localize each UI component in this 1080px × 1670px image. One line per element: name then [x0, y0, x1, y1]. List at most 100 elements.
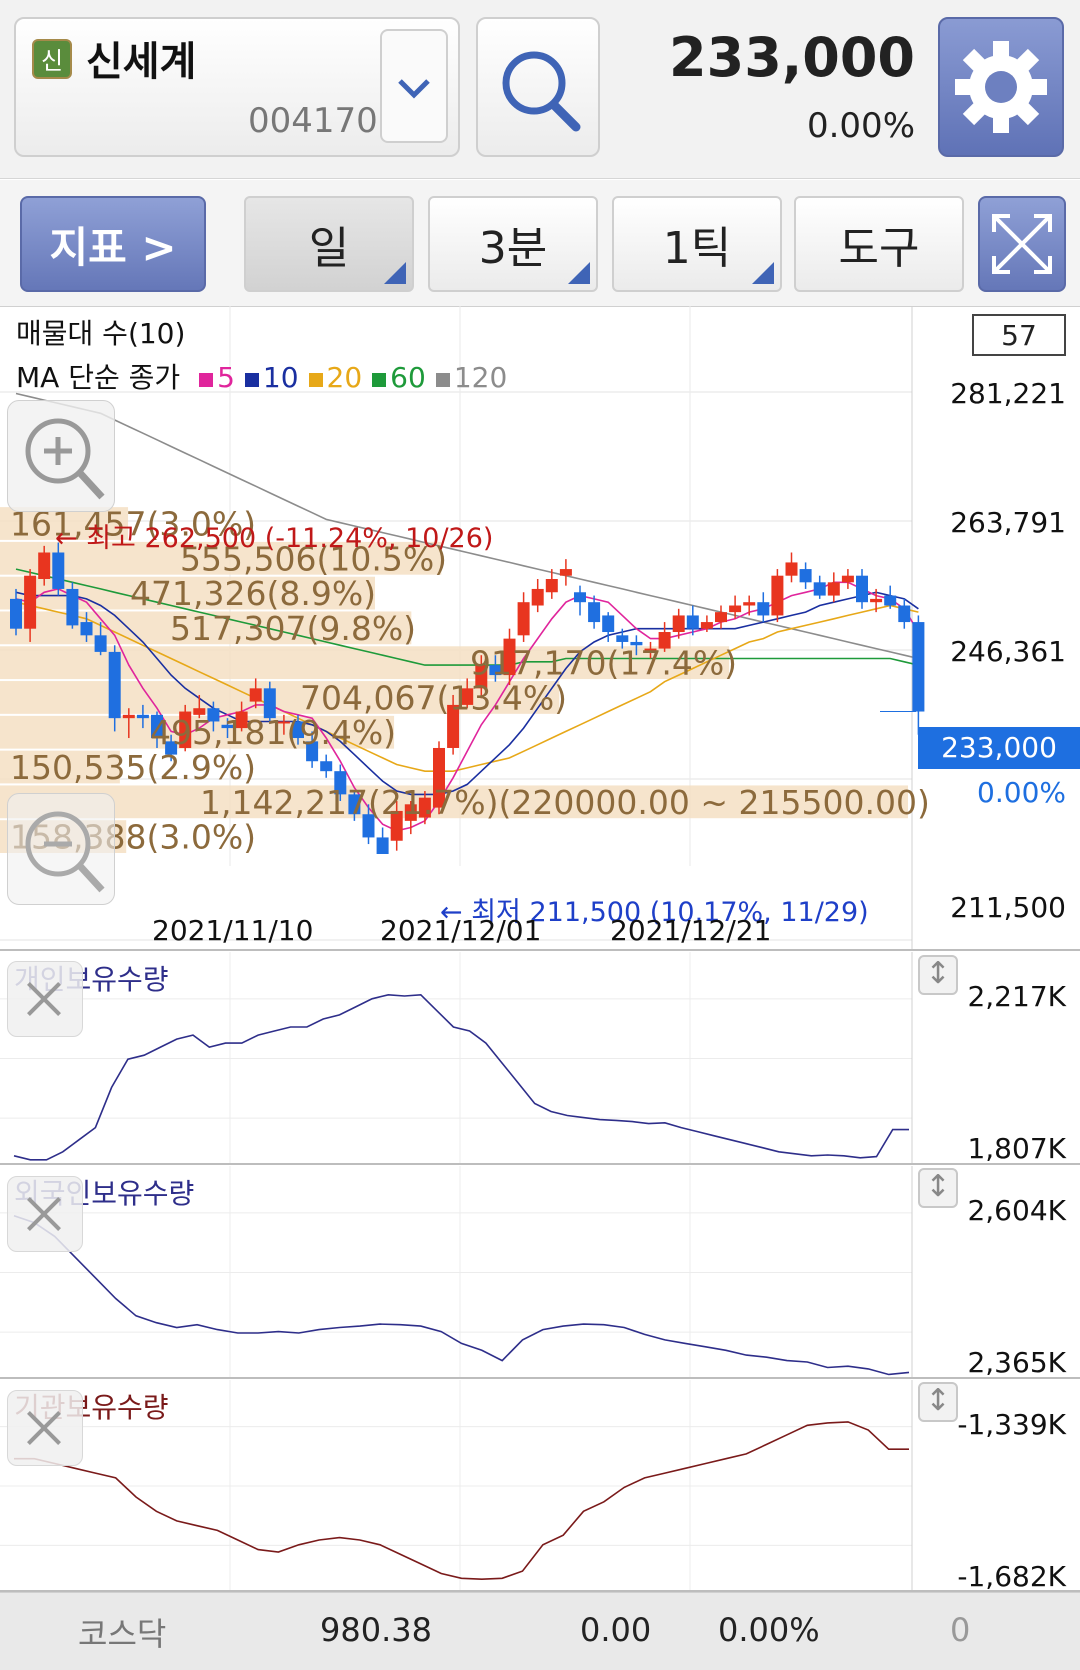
candle	[672, 608, 685, 639]
ma-legend-swatch	[199, 373, 214, 387]
index-extra: 0	[950, 1611, 971, 1649]
candle	[447, 694, 460, 755]
main-price-chart[interactable]: 158,388(3.0%)1,142,217(21.7%)(220000.00 …	[0, 306, 1080, 951]
indicator-button[interactable]: 지표 >	[20, 196, 206, 292]
candle	[574, 585, 586, 616]
ma-legend-item: 5	[217, 361, 235, 394]
candle	[207, 701, 220, 732]
panel-top-label: 2,217K	[967, 980, 1066, 1013]
candle	[644, 641, 657, 659]
volume-profile-bar	[0, 750, 120, 784]
holding-series-line	[14, 1421, 909, 1581]
ma20-line	[15, 601, 919, 773]
count-box: 57	[972, 314, 1066, 356]
settings-button[interactable]	[938, 17, 1064, 157]
candle	[700, 615, 713, 633]
market-index-bar[interactable]: 코스닥 980.38 0.00 0.00% 0	[0, 1592, 1080, 1670]
resize-panel-button[interactable]: ↕	[918, 955, 958, 995]
search-button[interactable]	[476, 17, 600, 157]
period-min-button[interactable]: 3분	[428, 196, 598, 292]
holding-series-line	[13, 1214, 910, 1376]
candle	[94, 622, 107, 656]
gear-icon	[955, 41, 1047, 133]
ma-legend-item: 60	[390, 361, 426, 394]
candle	[898, 598, 911, 629]
panel-bottom-label: 2,365K	[967, 1346, 1066, 1379]
stock-badge: 신	[32, 39, 72, 79]
candle	[559, 559, 572, 586]
candle	[616, 628, 629, 649]
candle	[10, 588, 22, 636]
candle	[813, 575, 826, 599]
period-day-label: 일	[308, 223, 350, 274]
index-value: 980.38	[320, 1611, 432, 1649]
close-panel-button[interactable]	[7, 961, 83, 1037]
candle	[475, 655, 488, 699]
volume-profile-label: 495,181(9.4%)	[150, 713, 396, 752]
candle	[348, 791, 361, 821]
volume-profile-bar	[0, 541, 442, 575]
y-axis-label: 263,791	[950, 506, 1066, 539]
candle	[52, 542, 65, 596]
dropdown-triangle-icon	[752, 262, 774, 284]
ma-legend-label: MA 단순 종가	[16, 361, 181, 394]
candle	[827, 572, 840, 603]
zoom-in-icon	[25, 418, 105, 500]
candle	[658, 622, 671, 652]
period-tick-button[interactable]: 1틱	[612, 196, 782, 292]
holding-series-line	[13, 993, 909, 1161]
close-panel-button[interactable]	[7, 1390, 83, 1466]
candle	[489, 655, 502, 682]
stock-selector[interactable]: 신 신세계 004170	[14, 17, 460, 157]
candle	[249, 678, 262, 709]
candle	[362, 804, 375, 845]
candle	[630, 635, 643, 656]
volume-profile-label: 150,535(2.9%)	[10, 748, 256, 787]
foreign-holding-chart	[0, 1166, 1080, 1379]
main-chart-title: 매물대 수(10)	[16, 317, 186, 350]
expand-icon	[992, 214, 1052, 274]
volume-profile-bar	[0, 507, 129, 540]
candle	[433, 741, 445, 815]
candle	[80, 612, 93, 642]
individual-holding-chart	[0, 952, 1080, 1165]
volume-profile-label: 517,307(9.8%)	[170, 609, 416, 648]
period-tick-label: 1틱	[662, 223, 732, 274]
dropdown-triangle-icon	[384, 262, 406, 284]
volume-profile-label: 555,506(10.5%)	[180, 539, 447, 578]
candle	[306, 731, 319, 768]
ma60-line	[15, 568, 919, 666]
fullscreen-button[interactable]	[978, 196, 1066, 292]
chevron-down-icon	[398, 79, 430, 99]
candle	[856, 569, 868, 609]
y-axis-label: 246,361	[950, 635, 1066, 668]
candle	[531, 579, 544, 613]
candle	[334, 764, 347, 801]
candle	[841, 569, 854, 589]
stock-dropdown-button[interactable]	[380, 29, 448, 143]
panel-top-label: 2,604K	[967, 1194, 1066, 1227]
candle	[870, 588, 883, 613]
current-change-tag: 0.00%	[977, 776, 1066, 809]
resize-panel-button[interactable]: ↕	[918, 1382, 958, 1422]
candle	[785, 552, 798, 583]
candle	[108, 645, 121, 732]
candle	[771, 569, 784, 623]
candle	[404, 800, 417, 835]
zoom-in-button[interactable]	[7, 400, 115, 512]
period-day-button[interactable]: 일	[244, 196, 414, 292]
tools-button[interactable]: 도구	[794, 196, 964, 292]
zoom-out-button[interactable]	[7, 793, 115, 905]
search-icon	[502, 51, 581, 132]
candle	[743, 595, 756, 616]
candle	[122, 708, 135, 739]
ma-legend-item: 10	[262, 361, 299, 394]
candle	[38, 545, 51, 586]
ma-legend-swatch	[244, 373, 259, 387]
candle	[151, 711, 163, 748]
price-change-pct: 0.00%	[806, 106, 915, 146]
resize-panel-button[interactable]: ↕	[918, 1168, 958, 1208]
candle	[729, 595, 742, 619]
close-panel-button[interactable]	[7, 1176, 83, 1252]
candle	[390, 800, 403, 851]
